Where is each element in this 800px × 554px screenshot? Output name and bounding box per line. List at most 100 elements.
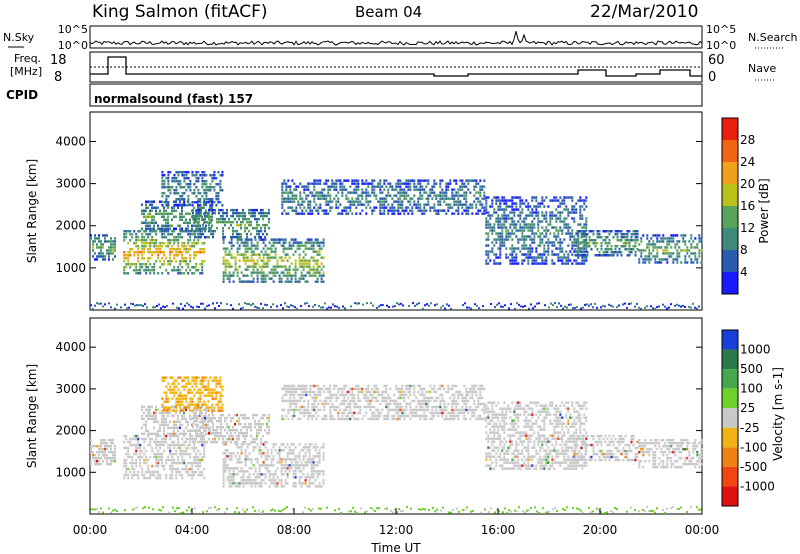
velocity-colorbar-tick: -25 bbox=[740, 421, 760, 435]
velocity-xtick-label: 04:00 bbox=[175, 523, 210, 537]
velocity-ytick-label: 4000 bbox=[55, 340, 86, 354]
velocity-colorbar-tick: -500 bbox=[740, 460, 767, 474]
velocity-colorbar-swatch bbox=[722, 408, 738, 428]
velocity-colorbar-label: Velocity [m s-1] bbox=[771, 367, 785, 461]
velocity-colorbar-swatch bbox=[722, 388, 738, 409]
velocity-echo-band bbox=[222, 443, 325, 488]
velocity-colorbar-tick: 500 bbox=[740, 362, 763, 376]
cpid-label: CPID bbox=[6, 88, 38, 102]
search-tick-top: 10^5 bbox=[706, 23, 736, 36]
velocity-echo-band bbox=[485, 401, 588, 470]
power-echo-band bbox=[281, 179, 486, 215]
power-colorbar-swatch bbox=[722, 250, 738, 272]
velocity-colorbar-swatch bbox=[722, 486, 738, 506]
nave-tick-top: 60 bbox=[708, 53, 725, 68]
velocity-panel: 1000 2000 3000 4000 Slant Range [km] 00:00 0… bbox=[25, 317, 785, 554]
velocity-xtick-label: 00:00 bbox=[685, 523, 720, 537]
power-colorbar-swatch bbox=[722, 206, 738, 228]
power-echo-band bbox=[123, 230, 206, 275]
power-echo-band bbox=[161, 171, 224, 207]
velocity-xtick-label: 00:00 bbox=[73, 523, 108, 537]
velocity-colorbar-swatch bbox=[722, 447, 738, 467]
frequency-trace bbox=[90, 56, 702, 77]
velocity-colorbar-swatch bbox=[722, 369, 738, 389]
sky-noise-panel: N.Sky 10^5 10^0 10^5 10^0 N.Search bbox=[3, 23, 798, 52]
power-colorbar: 4 8 12 16 20 24 28 bbox=[721, 117, 755, 295]
velocity-echo-field bbox=[90, 376, 703, 514]
power-ylabel: Slant Range [km] bbox=[25, 159, 39, 263]
power-colorbar-swatch bbox=[722, 184, 738, 206]
velocity-echo-band bbox=[638, 438, 703, 469]
velocity-ylabel: Slant Range [km] bbox=[25, 364, 39, 468]
velocity-colorbar-tick: 25 bbox=[740, 401, 755, 415]
freq-unit-label: [MHz] bbox=[10, 65, 42, 78]
search-tick-bottom: 10^0 bbox=[706, 39, 736, 52]
velocity-ground-scatter bbox=[90, 506, 702, 514]
cpid-value: normalsound (fast) 157 bbox=[94, 92, 253, 106]
beam-title: Beam 04 bbox=[355, 3, 422, 21]
power-colorbar-tick: 12 bbox=[740, 221, 755, 235]
nave-tick-bottom: 0 bbox=[708, 70, 716, 85]
velocity-echo-band bbox=[192, 413, 270, 444]
power-colorbar-tick: 4 bbox=[740, 265, 748, 279]
power-colorbar-swatch bbox=[722, 118, 738, 140]
velocity-echo-band bbox=[90, 438, 116, 466]
velocity-xtick-label: 12:00 bbox=[379, 523, 414, 537]
velocity-xtick-label: 08:00 bbox=[277, 523, 312, 537]
sky-label: N.Sky bbox=[3, 31, 35, 44]
power-echo-band bbox=[192, 208, 270, 239]
power-panel: 1000 2000 3000 4000 Slant Range [km] 4 8 12 16… bbox=[25, 111, 771, 311]
freq-tick-bottom: 8 bbox=[54, 70, 62, 85]
velocity-colorbar-swatch bbox=[722, 330, 738, 350]
nave-label: Nave bbox=[748, 62, 776, 75]
power-echo-band bbox=[90, 234, 116, 261]
velocity-echo-band bbox=[574, 434, 639, 462]
velocity-xtick-label: 20:00 bbox=[583, 523, 618, 537]
velocity-xtick-label: 16:00 bbox=[481, 523, 516, 537]
velocity-colorbar-swatch bbox=[722, 466, 738, 487]
velocity-echo-band bbox=[161, 376, 224, 412]
power-ytick-label: 1000 bbox=[55, 261, 86, 275]
sky-tick-top: 10^5 bbox=[58, 23, 88, 36]
power-colorbar-swatch bbox=[722, 228, 738, 250]
power-colorbar-label: Power [dB] bbox=[757, 178, 771, 243]
freq-label: Freq. bbox=[14, 52, 41, 65]
power-colorbar-tick: 8 bbox=[740, 243, 748, 257]
sky-noise-trace bbox=[89, 31, 703, 46]
date-title: 22/Mar/2010 bbox=[590, 2, 698, 22]
power-colorbar-swatch bbox=[722, 272, 738, 294]
velocity-colorbar-tick: 1000 bbox=[740, 343, 771, 357]
power-colorbar-tick: 16 bbox=[740, 199, 755, 213]
velocity-colorbar: 1000 500 100 25 -25 -100 -500 -1000 bbox=[721, 329, 775, 507]
velocity-xlabel: Time UT bbox=[370, 541, 421, 554]
velocity-echo-band bbox=[281, 384, 486, 421]
power-echo-field bbox=[90, 171, 703, 310]
power-colorbar-swatch bbox=[722, 140, 738, 162]
power-ground-scatter bbox=[90, 302, 700, 310]
velocity-colorbar-tick: 100 bbox=[740, 382, 763, 396]
station-title: King Salmon (fitACF) bbox=[92, 2, 268, 22]
velocity-colorbar-swatch bbox=[722, 427, 738, 448]
power-colorbar-tick: 28 bbox=[740, 133, 755, 147]
velocity-colorbar-tick: -1000 bbox=[740, 479, 775, 493]
search-label: N.Search bbox=[748, 31, 798, 44]
velocity-ytick-label: 2000 bbox=[55, 424, 86, 438]
power-echo-band bbox=[638, 234, 703, 264]
power-echo-band bbox=[574, 230, 639, 257]
power-ytick-label: 3000 bbox=[55, 177, 86, 191]
power-echo-band bbox=[222, 238, 325, 283]
cpid-panel: CPID normalsound (fast) 157 bbox=[6, 83, 703, 107]
velocity-ytick-label: 1000 bbox=[55, 465, 86, 479]
power-colorbar-swatch bbox=[722, 162, 738, 184]
power-ytick-label: 4000 bbox=[55, 134, 86, 148]
velocity-colorbar-tick: -100 bbox=[740, 440, 767, 454]
velocity-ytick-label: 3000 bbox=[55, 382, 86, 396]
freq-tick-top: 18 bbox=[50, 53, 67, 68]
power-colorbar-tick: 20 bbox=[740, 177, 755, 191]
velocity-echo-band bbox=[123, 434, 206, 480]
frequency-panel: Freq. [MHz] 18 8 60 0 Nave bbox=[10, 51, 776, 85]
velocity-colorbar-swatch bbox=[722, 349, 738, 370]
power-ytick-label: 2000 bbox=[55, 219, 86, 233]
power-colorbar-tick: 24 bbox=[740, 155, 755, 169]
